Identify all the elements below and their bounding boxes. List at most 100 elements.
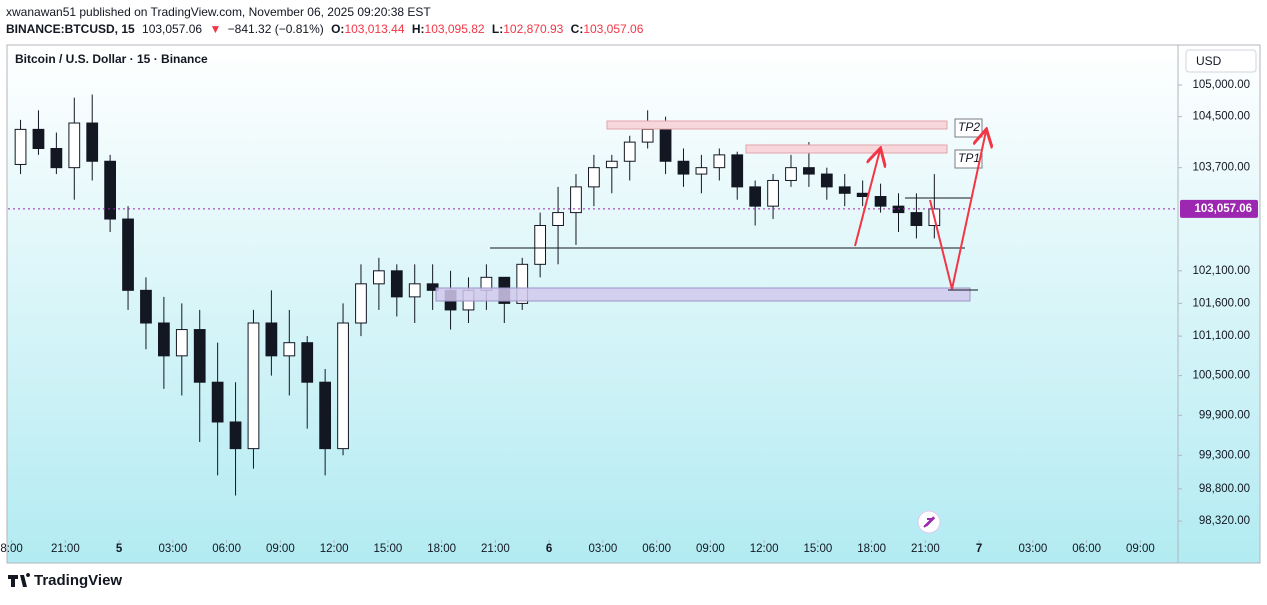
x-tick-label: 09:00 [266, 543, 295, 555]
symbol: BINANCE:BTCUSD, 15 [6, 22, 135, 36]
low: 102,870.93 [503, 22, 563, 36]
low-label: L: [492, 22, 503, 36]
x-tick-label: 06:00 [212, 543, 241, 555]
close: 103,057.06 [583, 22, 643, 36]
x-tick-label: 09:00 [1126, 543, 1155, 555]
candle-body [659, 128, 672, 162]
candle-body [623, 141, 636, 162]
candle-body [32, 128, 45, 149]
candle-body [301, 342, 314, 383]
candle-body [50, 147, 63, 169]
candle-body [803, 167, 815, 175]
published-line: xwanawan51 published on TradingView.com,… [6, 5, 431, 19]
candle-body [175, 329, 188, 357]
projection-arrow [929, 131, 986, 290]
x-tick-label: 06:00 [1072, 543, 1101, 555]
open: 103,013.44 [344, 22, 404, 36]
candle-body [641, 128, 654, 143]
candle-body [516, 263, 529, 304]
candle-body [122, 218, 134, 291]
candle-body [767, 179, 779, 207]
x-tick-label: 5 [116, 543, 123, 555]
x-tick-label: 03:00 [158, 543, 187, 555]
x-tick-label: 12:00 [750, 543, 779, 555]
y-tick-label: 99,300.00 [1199, 449, 1250, 461]
candle-body [426, 283, 439, 291]
x-tick-label: 18:00 [427, 543, 456, 555]
tp2-zone [606, 120, 948, 130]
x-tick-label: 7 [976, 543, 982, 555]
tp1-label: TP1 [958, 151, 980, 165]
x-tick-label: 12:00 [320, 543, 349, 555]
y-tick-label: 98,800.00 [1199, 483, 1250, 495]
y-tick-label: 103,700.00 [1192, 162, 1250, 174]
candle-body [534, 224, 547, 265]
candle-body [856, 192, 869, 198]
candle-body [211, 381, 224, 423]
assistant-glyph [923, 516, 936, 528]
candle-body [158, 322, 170, 357]
candle-body [86, 122, 99, 162]
y-tick-label: 101,600.00 [1192, 297, 1250, 309]
currency-button[interactable] [1185, 49, 1257, 73]
candle-body [588, 167, 600, 188]
candle-body [247, 322, 260, 450]
x-tick-label: 18:00 [857, 543, 886, 555]
x-tick-label: 15:00 [803, 543, 832, 555]
x-tick-label: 03:00 [1018, 543, 1047, 555]
high: 103,095.82 [425, 22, 485, 36]
candle-body [337, 322, 349, 450]
candle-body [731, 154, 744, 188]
candle-body [552, 212, 564, 226]
x-tick-label: 21:00 [481, 543, 510, 555]
y-tick-label: 105,000.00 [1192, 79, 1250, 91]
candle-body [355, 283, 367, 324]
change-arrow: ▼ [209, 22, 221, 36]
candle-body [390, 270, 403, 298]
candle-body [785, 167, 797, 181]
support-zone [435, 287, 971, 302]
candle-body [68, 122, 81, 169]
candle-body [408, 283, 421, 298]
plot: 105,000.00 104,500.00 103,700.00 102,100.00… [0, 79, 1250, 555]
y-tick-label: 102,100.00 [1192, 265, 1250, 277]
candle-body [140, 289, 152, 324]
candle-body [910, 212, 923, 226]
high-label: H: [412, 22, 425, 36]
projection-arrow [854, 150, 880, 247]
y-tick-label: 98,320.00 [1199, 515, 1250, 527]
x-tick-label: 15:00 [373, 543, 402, 555]
x-tick-label: 09:00 [696, 543, 725, 555]
currency: USD [1196, 54, 1222, 68]
logo-mark [8, 573, 31, 587]
brand: TradingView [34, 572, 122, 589]
candle-body [570, 186, 582, 214]
candle-body [319, 381, 332, 450]
candle-body [373, 270, 385, 285]
open-label: O: [331, 22, 344, 36]
last: 103,057.06 [142, 22, 202, 36]
x-tick-label: 6 [546, 543, 552, 555]
y-tick-label: 104,500.00 [1192, 111, 1250, 123]
candle-body [874, 196, 887, 207]
chart-title: Bitcoin / U.S. Dollar · 15 · Binance [15, 52, 208, 66]
candle-body [283, 342, 296, 357]
x-tick-label: 21:00 [51, 543, 80, 555]
change: −841.32 (−0.81%) [228, 22, 324, 36]
candle-body [193, 329, 206, 383]
candle-body [229, 421, 242, 450]
tp1-zone [745, 144, 948, 154]
x-tick-label: 21:00 [911, 543, 940, 555]
candle-body [677, 160, 690, 175]
tp1-box [954, 149, 983, 169]
chart-panel [6, 44, 1261, 564]
symbol-line: BINANCE:BTCUSD, 15 103,057.06 ▼ −841.32 … [6, 22, 644, 36]
last-price-label: 103,057.06 [1194, 203, 1252, 215]
candle-body [605, 160, 618, 169]
y-tick-label: 101,100.00 [1192, 330, 1250, 342]
y-tick-label: 100,500.00 [1192, 370, 1250, 382]
x-tick-label: 06:00 [642, 543, 671, 555]
candle-body [713, 154, 726, 169]
y-tick-label: 99,900.00 [1199, 409, 1250, 421]
